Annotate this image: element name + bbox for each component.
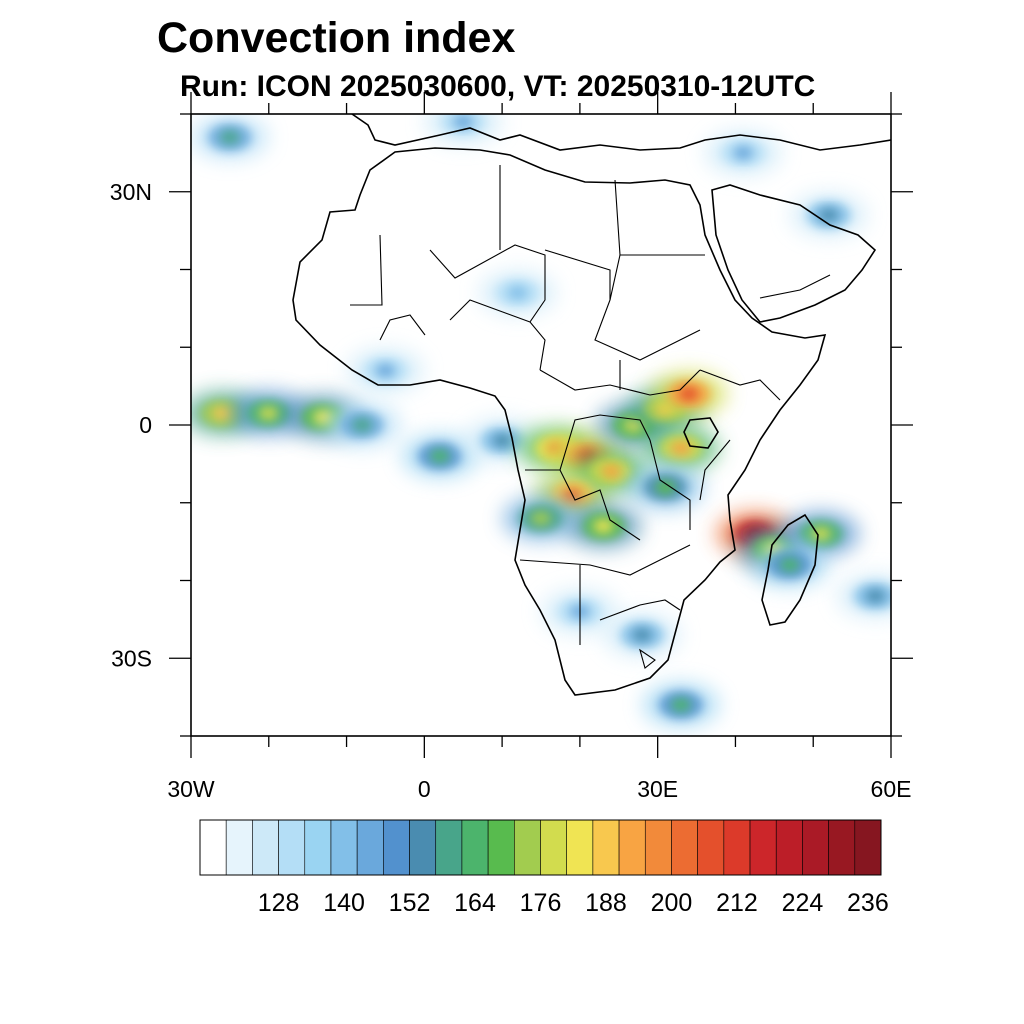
convection-core: [678, 386, 699, 401]
country-borders: [350, 165, 831, 669]
colorbar-label: 200: [651, 889, 693, 917]
colorbar-swatch: [749, 819, 777, 876]
colorbar-label: 212: [716, 889, 758, 917]
colorbar: 128 140 152 164 176 188 200 212 224 236: [199, 819, 889, 917]
colorbar-swatch: [540, 819, 567, 876]
convection-core: [865, 589, 886, 604]
convection-core: [779, 557, 800, 572]
colorbar-swatch: [409, 819, 437, 876]
y-tick-label: 0: [139, 412, 152, 438]
colorbar-swatch: [671, 819, 698, 876]
colorbar-swatch: [487, 819, 515, 876]
y-tick-label: 30S: [111, 645, 152, 671]
convection-core: [453, 114, 474, 129]
convection-core: [811, 526, 831, 541]
convection-core: [671, 697, 691, 712]
colorbar-swatch: [854, 819, 882, 876]
colorbar-swatch: [356, 819, 384, 876]
colorbar-swatch: [304, 819, 332, 876]
convection-core: [593, 519, 614, 534]
colorbar-swatch: [225, 819, 253, 876]
colorbar-label: 152: [389, 889, 431, 917]
colorbar-label: 236: [847, 889, 889, 917]
colorbar-swatch: [644, 819, 672, 876]
convection-core: [818, 208, 839, 223]
colorbar-swatch: [252, 819, 279, 876]
colorbar-label: 128: [258, 889, 300, 917]
convection-core: [258, 406, 279, 421]
convection-core: [507, 285, 528, 300]
convection-core: [352, 418, 373, 432]
colorbar-swatch: [802, 819, 829, 876]
convection-core: [492, 433, 513, 448]
convection-core: [601, 464, 621, 479]
map-title: Convection index: [157, 14, 516, 62]
convection-core: [733, 145, 754, 160]
convection-core: [531, 511, 551, 526]
coastlines: [292, 114, 891, 696]
y-tick-label: 30N: [110, 179, 152, 205]
convection-core: [632, 627, 653, 642]
colorbar-label: 164: [454, 889, 496, 917]
colorbar-swatch: [278, 819, 306, 876]
x-tick-label: 30E: [637, 776, 678, 802]
colorbar-swatch: [435, 819, 463, 876]
convection-field: [191, 114, 891, 727]
arabia-coastline: [711, 184, 877, 323]
convection-core: [655, 480, 676, 495]
axis-ticks: [169, 92, 913, 758]
lake-victoria: [683, 417, 719, 449]
colorbar-label: 176: [520, 889, 562, 917]
colorbar-frame: [199, 819, 882, 876]
colorbar-swatch: [697, 819, 725, 876]
colorbar-swatch: [828, 819, 856, 876]
madagascar-coastline: [761, 513, 819, 626]
axis-tick-labels: 30W 0 30E 60E 30N 0 30S: [110, 179, 912, 802]
convection-core: [671, 441, 691, 456]
africa-coastline: [292, 147, 827, 696]
convection-core: [219, 130, 240, 145]
x-tick-label: 60E: [871, 776, 912, 802]
colorbar-label: 140: [323, 889, 365, 917]
colorbar-swatch: [383, 819, 410, 876]
colorbar-swatch: [566, 819, 594, 876]
map-subtitle: Run: ICON 2025030600, VT: 20250310-12UTC: [180, 70, 816, 103]
colorbar-swatch: [330, 819, 358, 876]
convection-core: [429, 449, 450, 464]
colorbar-swatch: [618, 819, 646, 876]
colorbar-swatch: [775, 819, 803, 876]
convection-core: [375, 363, 396, 378]
convection-core: [212, 406, 233, 421]
x-tick-label: 30W: [167, 776, 215, 802]
colorbar-swatch: [514, 819, 541, 876]
colorbar-label: 224: [782, 889, 824, 917]
colorbar-label: 188: [585, 889, 627, 917]
colorbar-swatch: [461, 819, 489, 876]
colorbar-swatch: [592, 819, 620, 876]
colorbar-swatch: [723, 819, 751, 876]
europe-coastline: [351, 114, 891, 151]
colorbar-swatch: [199, 819, 227, 876]
x-tick-label: 0: [418, 776, 431, 802]
